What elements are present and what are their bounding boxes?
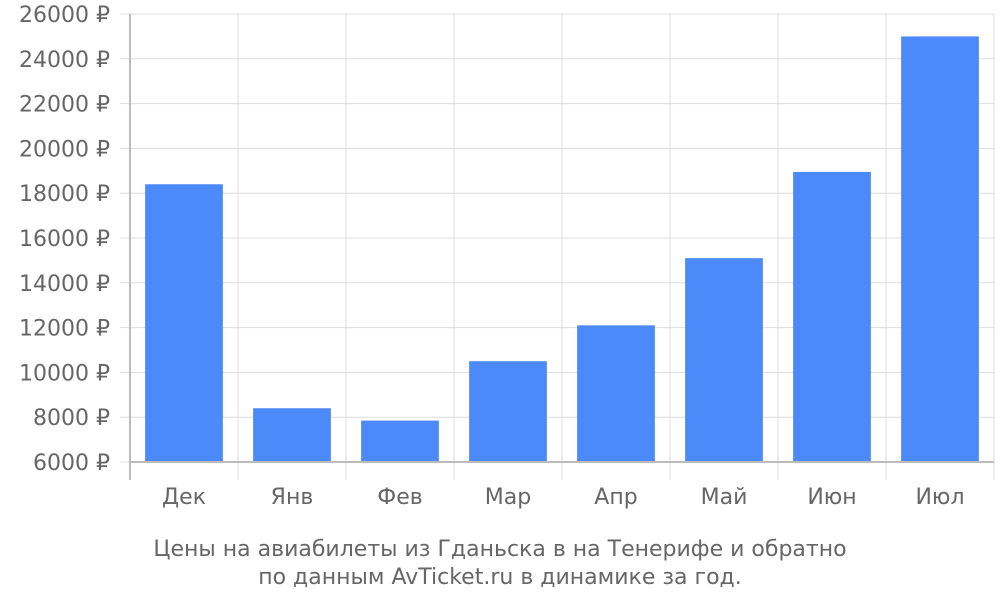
y-tick-label: 10000 ₽ [19,361,110,386]
x-tick-label: Апр [594,485,637,510]
y-tick-label: 24000 ₽ [19,48,110,73]
y-tick-label: 14000 ₽ [19,272,110,297]
x-tick-label: Янв [271,485,314,510]
x-tick-label: Июл [915,485,964,510]
y-tick-label: 12000 ₽ [19,317,110,342]
y-tick-label: 22000 ₽ [19,93,110,118]
y-tick-label: 18000 ₽ [19,182,110,207]
x-tick-label: Фев [377,485,422,510]
x-tick-label: Май [701,485,748,510]
y-tick-label: 16000 ₽ [19,227,110,252]
bar [469,361,547,462]
x-axis-labels: Дек Янв Фев Мар Апр Май Июн Июл [162,485,965,510]
bar [145,184,223,463]
axes [129,14,994,480]
x-tick-label: Мар [485,485,531,510]
y-tick-label: 20000 ₽ [19,137,110,162]
bar [577,325,655,462]
chart-caption-line-1: Цены на авиабилеты из Гданьска в на Тене… [153,537,846,562]
bar [685,258,763,462]
bar [253,408,331,462]
chart-caption-line-2: по данным AvTicket.ru в динамике за год. [258,565,742,590]
x-tick-label: Июн [807,485,856,510]
y-axis-ticks: 6000 ₽ 8000 ₽ 10000 ₽ 12000 ₽ 14000 ₽ 16000 ₽… [19,3,110,476]
y-tick-label: 6000 ₽ [33,451,110,476]
bar [901,36,979,463]
y-tick-label: 26000 ₽ [19,3,110,28]
bars [145,36,979,463]
bar [793,171,871,463]
y-tick-label: 8000 ₽ [33,406,110,431]
bar [361,420,439,462]
x-tick-label: Дек [162,485,206,510]
